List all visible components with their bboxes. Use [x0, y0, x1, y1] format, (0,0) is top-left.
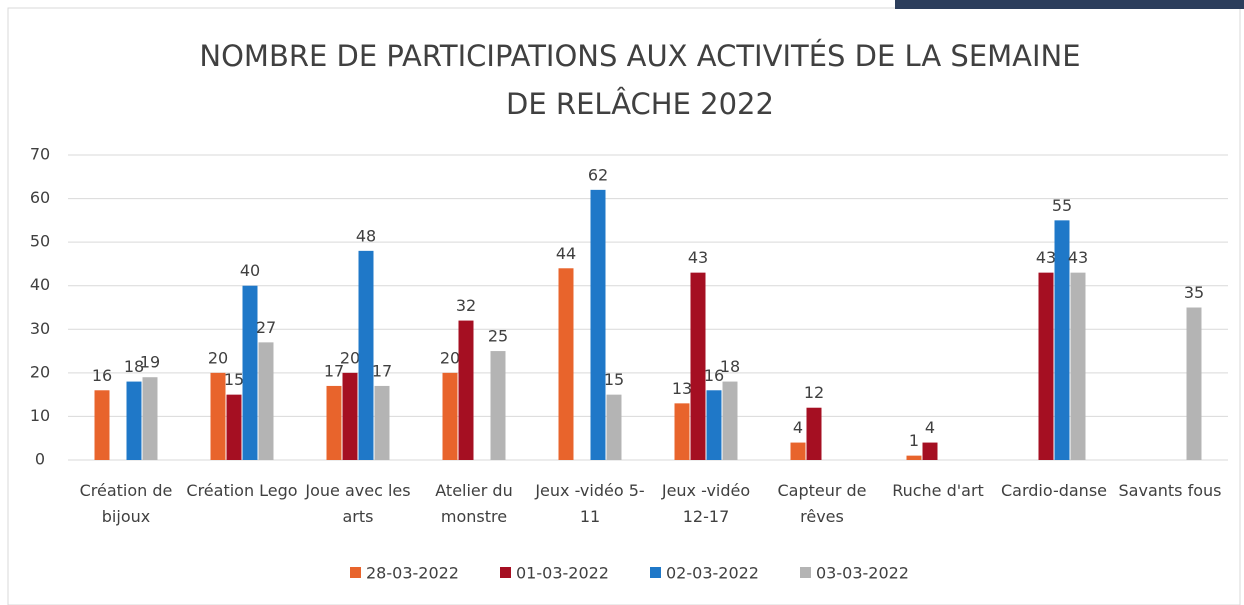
bar — [923, 443, 938, 460]
bar — [591, 190, 606, 460]
data-label: 1 — [909, 431, 919, 450]
x-tick-label: Création Lego — [184, 478, 300, 504]
bar — [343, 373, 358, 460]
y-tick-label: 40 — [30, 275, 50, 294]
x-tick-label: Savants fous — [1112, 478, 1228, 504]
bar — [707, 390, 722, 460]
x-tick-label: Cardio-danse — [996, 478, 1112, 504]
data-label: 17 — [372, 361, 392, 380]
x-tick-label: Création de bijoux — [68, 478, 184, 530]
data-label: 20 — [440, 348, 460, 367]
data-label: 27 — [256, 318, 276, 337]
data-label: 4 — [793, 418, 803, 437]
bar — [359, 251, 374, 460]
bar — [95, 390, 110, 460]
data-label: 19 — [140, 353, 160, 372]
x-tick-label: Jeux -vidéo 12-17 — [648, 478, 764, 530]
legend-swatch — [500, 567, 511, 578]
bar — [127, 382, 142, 460]
data-label: 18 — [720, 357, 740, 376]
page: 0102030405060701618192015402717204817203… — [0, 0, 1244, 605]
data-label: 43 — [688, 248, 708, 267]
data-label: 20 — [340, 348, 360, 367]
bar — [907, 456, 922, 460]
x-tick-label: Joue avec les arts — [300, 478, 416, 530]
data-label: 15 — [224, 370, 244, 389]
data-label: 32 — [456, 296, 476, 315]
legend-label: 01-03-2022 — [516, 564, 609, 583]
bar — [459, 321, 474, 460]
x-tick-label: Jeux -vidéo 5-11 — [532, 478, 648, 530]
chart-title: NOMBRE DE PARTICIPATIONS AUX ACTIVITÉS D… — [190, 32, 1090, 128]
bar — [559, 268, 574, 460]
x-tick-label: Ruche d'art — [880, 478, 996, 504]
data-label: 15 — [604, 370, 624, 389]
bar — [607, 395, 622, 460]
legend-swatch — [350, 567, 361, 578]
data-label: 43 — [1036, 248, 1056, 267]
bar — [1039, 273, 1054, 460]
bar — [227, 395, 242, 460]
bar — [259, 342, 274, 460]
data-label: 20 — [208, 348, 228, 367]
y-tick-label: 50 — [30, 232, 50, 251]
y-tick-label: 0 — [35, 450, 45, 469]
bar — [327, 386, 342, 460]
legend-swatch — [650, 567, 661, 578]
data-label: 16 — [92, 366, 112, 385]
bar — [443, 373, 458, 460]
bar — [243, 286, 258, 460]
x-tick-label: Capteur de rêves — [764, 478, 880, 530]
legend-swatch — [800, 567, 811, 578]
bar — [1071, 273, 1086, 460]
legend-label: 03-03-2022 — [816, 564, 909, 583]
x-tick-label: Atelier du monstre — [416, 478, 532, 530]
data-label: 48 — [356, 226, 376, 245]
bar — [375, 386, 390, 460]
bar — [491, 351, 506, 460]
bar — [1187, 308, 1202, 461]
data-label: 25 — [488, 327, 508, 346]
y-tick-label: 60 — [30, 188, 50, 207]
y-tick-label: 10 — [30, 406, 50, 425]
legend-label: 28-03-2022 — [366, 564, 459, 583]
legend-label: 02-03-2022 — [666, 564, 759, 583]
bar — [723, 382, 738, 460]
background-photo — [895, 0, 1244, 9]
data-label: 35 — [1184, 283, 1204, 302]
bar — [143, 377, 158, 460]
y-tick-label: 30 — [30, 319, 50, 338]
data-label: 40 — [240, 261, 260, 280]
y-tick-label: 70 — [30, 145, 50, 164]
data-label: 55 — [1052, 196, 1072, 215]
data-label: 44 — [556, 244, 576, 263]
bar — [807, 408, 822, 460]
data-label: 4 — [925, 418, 935, 437]
data-label: 62 — [588, 165, 608, 184]
data-label: 12 — [804, 383, 824, 402]
y-tick-label: 20 — [30, 362, 50, 381]
data-label: 43 — [1068, 248, 1088, 267]
data-label: 13 — [672, 379, 692, 398]
bar — [791, 443, 806, 460]
bar — [675, 403, 690, 460]
